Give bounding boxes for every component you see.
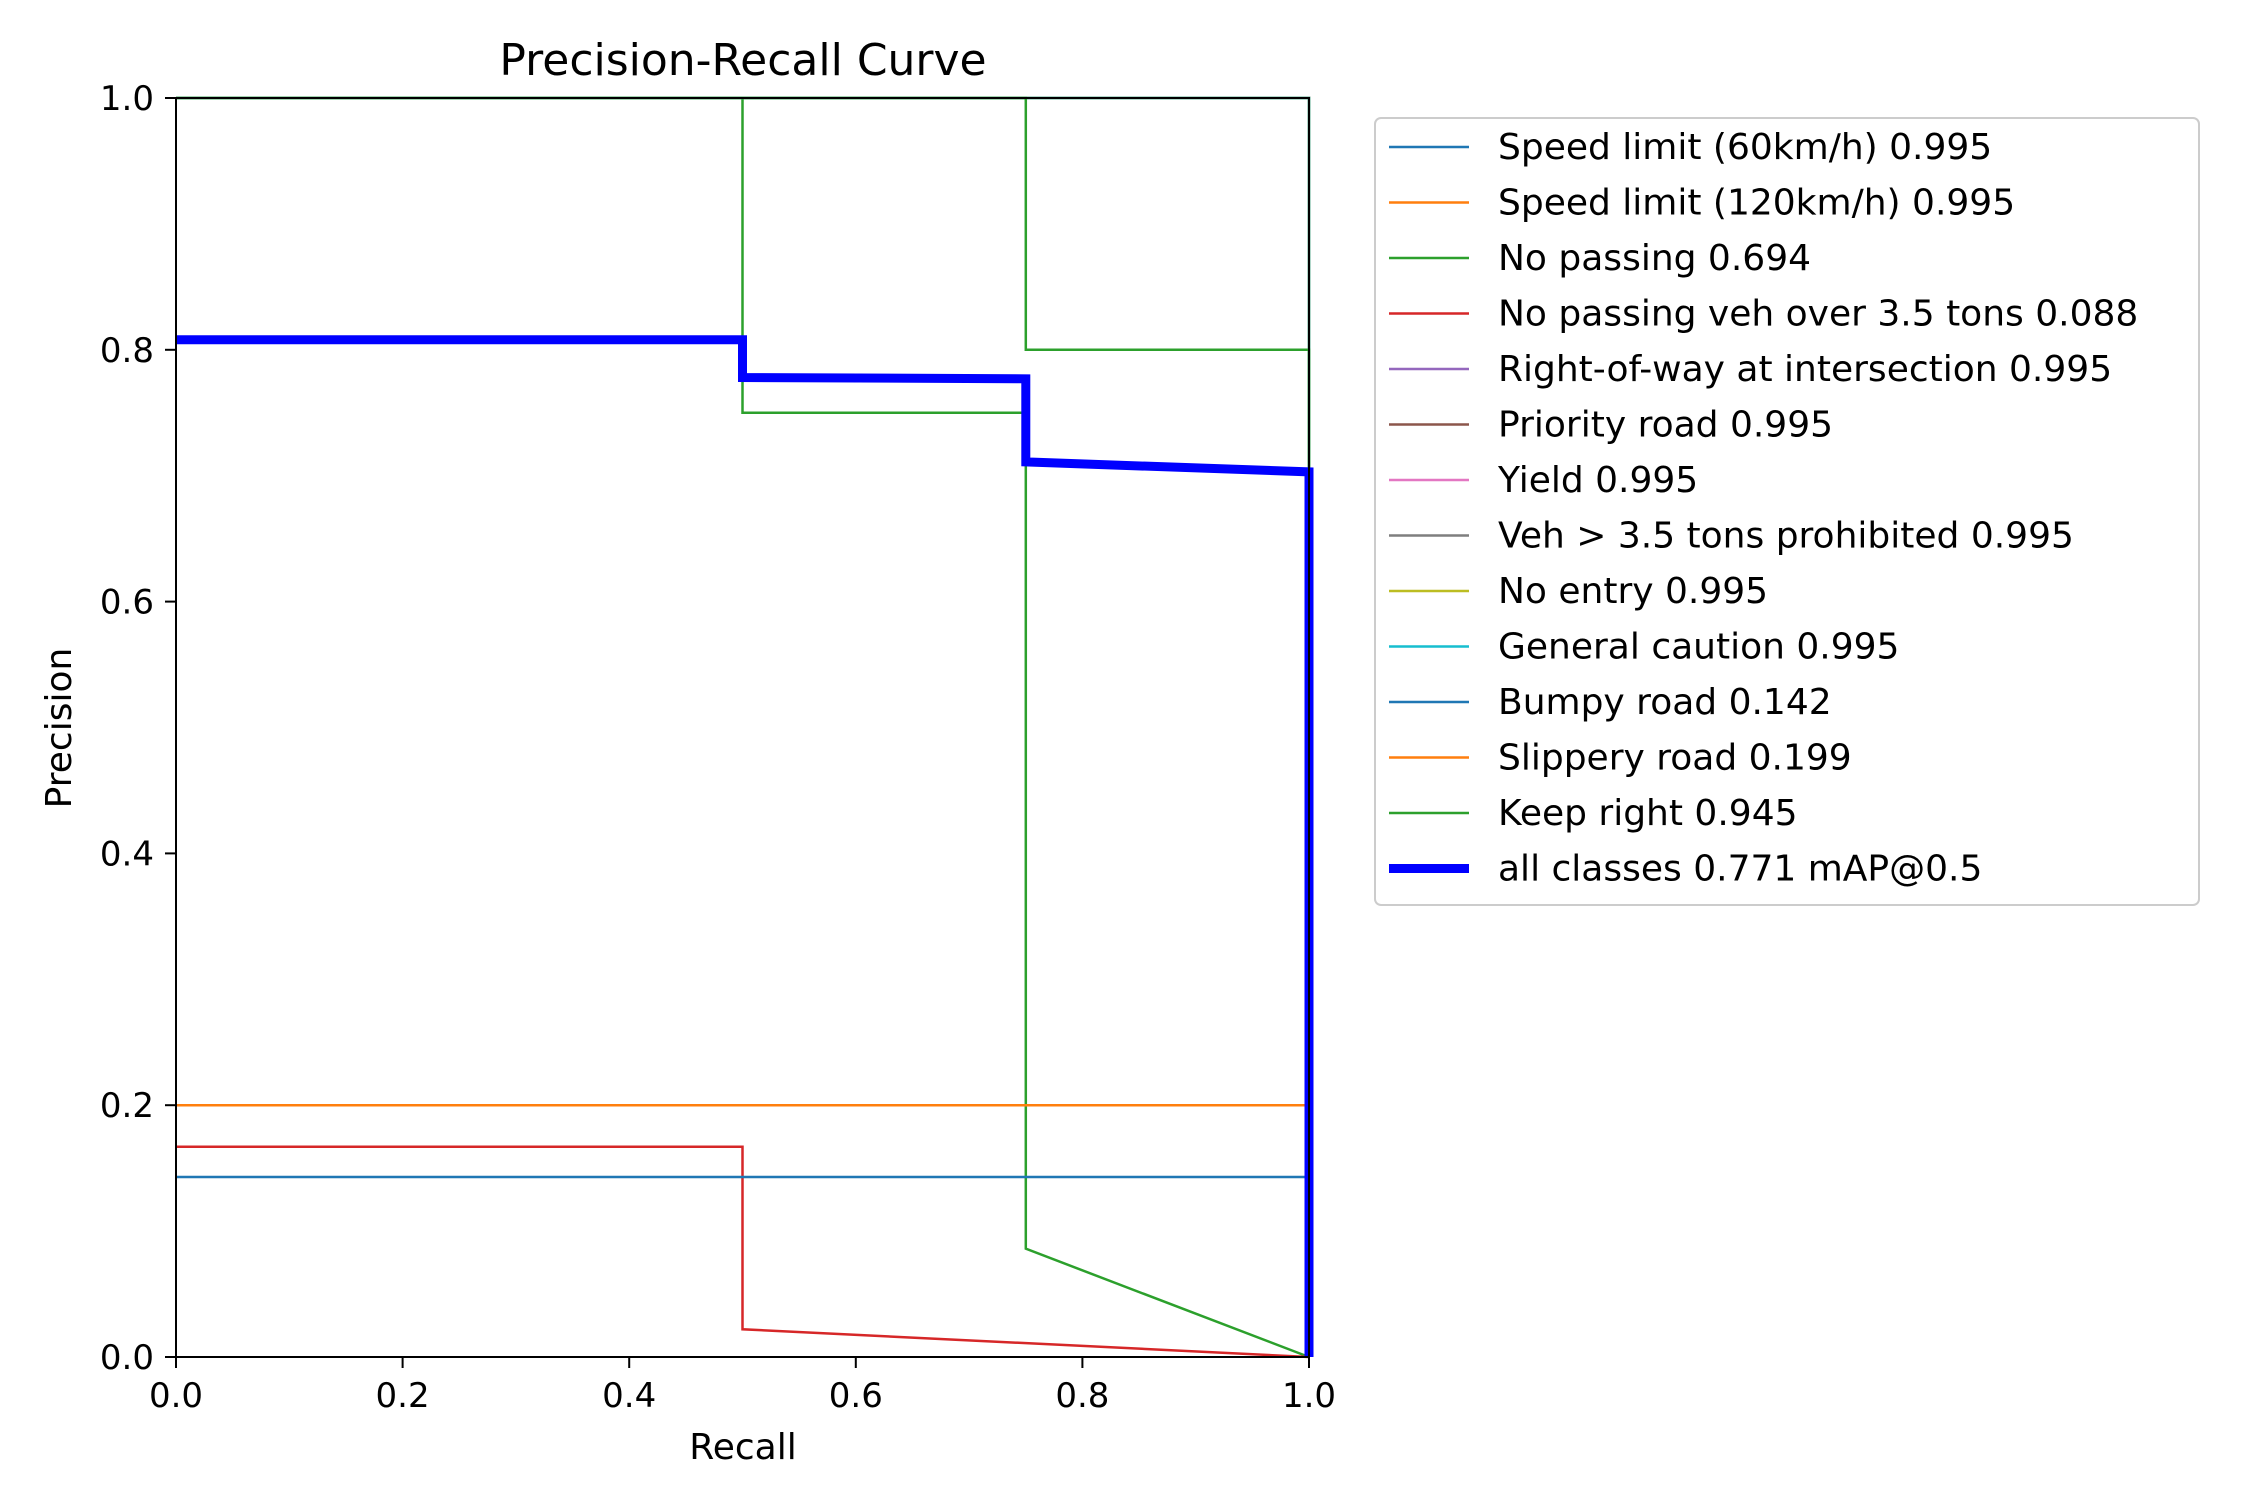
axes-frame (175, 97, 1310, 1358)
legend-label: all classes 0.771 mAP@0.5 (1498, 849, 1982, 890)
legend-label: Keep right 0.945 (1498, 793, 1798, 834)
legend-label: No passing veh over 3.5 tons 0.088 (1498, 294, 2138, 335)
x-tick-label: 0.8 (1055, 1376, 1109, 1416)
x-tick-label: 0.6 (829, 1376, 883, 1416)
legend-label: Speed limit (120km/h) 0.995 (1498, 183, 2015, 224)
x-tick-label: 1.0 (1282, 1376, 1336, 1416)
y-axis-ticks: 0.0 0.2 0.4 0.6 0.8 1.0 (100, 79, 176, 1378)
series-line-3 (176, 1145, 1310, 1359)
legend-label: No passing 0.694 (1498, 238, 1811, 279)
y-tick-label: 0.8 (100, 331, 154, 371)
x-tick-label: 0.2 (376, 1376, 430, 1416)
y-tick-label: 0.4 (100, 834, 154, 874)
legend-label: Speed limit (60km/h) 0.995 (1498, 127, 1992, 168)
legend-entries: Speed limit (60km/h) 0.995 Speed limit (1… (1389, 127, 2138, 890)
legend-label: No entry 0.995 (1498, 571, 1768, 612)
legend-label: Priority road 0.995 (1498, 405, 1833, 446)
legend-label: Bumpy road 0.142 (1498, 682, 1832, 723)
y-axis-label: Precision (39, 648, 80, 809)
x-tick-label: 0.4 (602, 1376, 656, 1416)
y-tick-label: 0.2 (100, 1086, 154, 1126)
legend-label: Veh > 3.5 tons prohibited 0.995 (1498, 516, 2074, 557)
y-tick-label: 1.0 (100, 79, 154, 119)
legend-label: Slippery road 0.199 (1498, 738, 1852, 779)
y-tick-label: 0.0 (100, 1338, 154, 1378)
y-tick-label: 0.6 (100, 583, 154, 623)
chart-title: Precision-Recall Curve (499, 35, 986, 86)
x-tick-label: 0.0 (149, 1376, 203, 1416)
legend: Speed limit (60km/h) 0.995 Speed limit (1… (1374, 117, 2200, 906)
x-axis-label: Recall (689, 1427, 796, 1468)
x-axis-ticks: 0.0 0.2 0.4 0.6 0.8 1.0 (149, 1357, 1336, 1416)
legend-label: Right-of-way at intersection 0.995 (1498, 349, 2112, 390)
legend-label: General caution 0.995 (1498, 627, 1899, 668)
legend-box (1374, 117, 2200, 906)
legend-label: Yield 0.995 (1497, 460, 1698, 501)
